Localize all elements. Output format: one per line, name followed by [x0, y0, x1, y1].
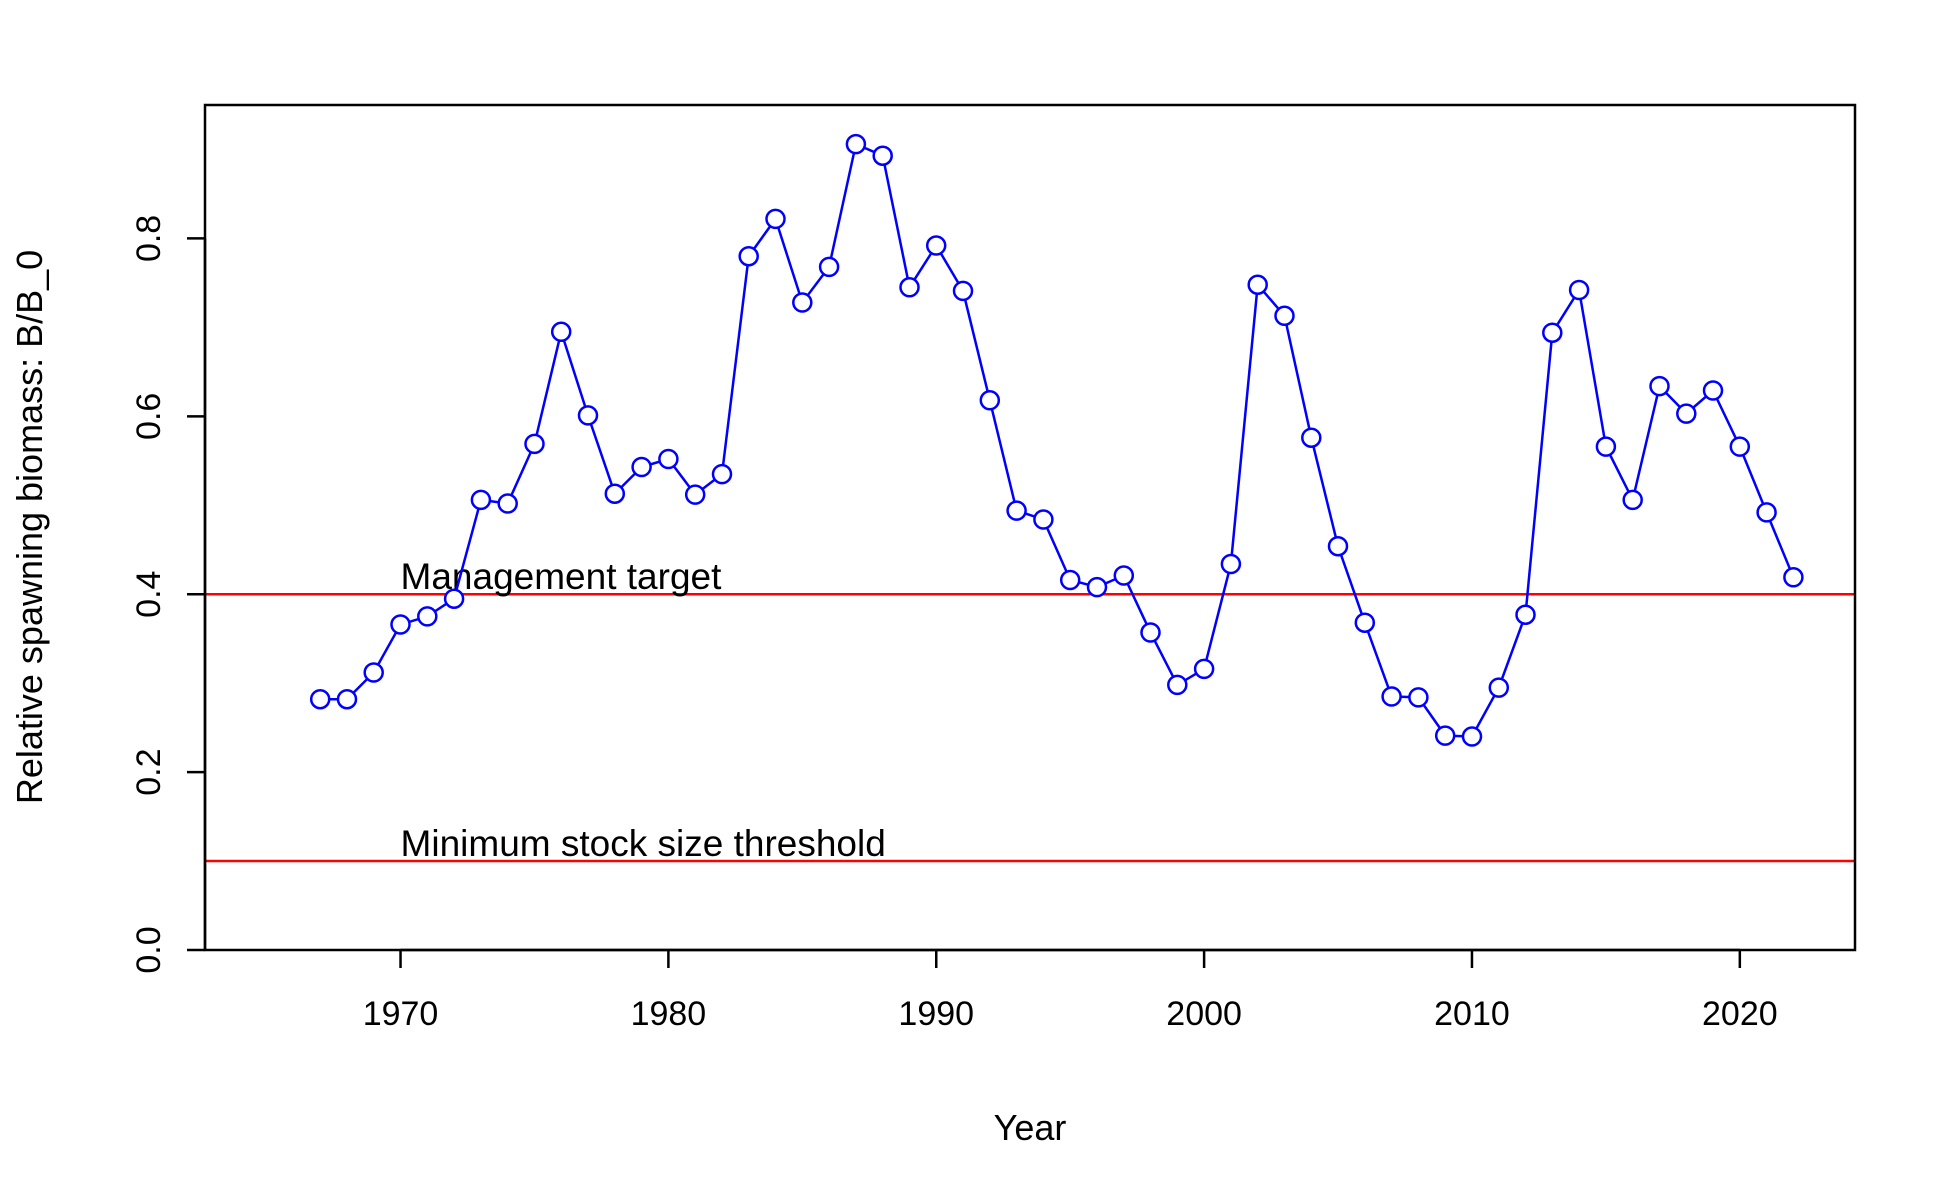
data-point — [1354, 612, 1376, 633]
data-point — [872, 145, 893, 166]
data-point — [524, 433, 545, 455]
data-point — [309, 688, 331, 710]
data-point — [417, 606, 438, 627]
data-point — [336, 688, 358, 710]
biomass-series — [309, 133, 1804, 747]
data-point — [818, 256, 840, 278]
data-point — [550, 321, 572, 343]
data-point — [979, 390, 1001, 411]
data-point — [1006, 500, 1027, 521]
x-tick-label: 2000 — [1166, 995, 1242, 1033]
series-line — [320, 142, 1795, 738]
data-point — [443, 588, 465, 609]
data-point — [631, 456, 652, 478]
data-point — [1622, 489, 1643, 511]
data-point — [1676, 403, 1697, 424]
data-point — [1756, 502, 1777, 523]
data-point — [1059, 569, 1081, 591]
y-tick-label: 0.4 — [130, 571, 168, 618]
data-point — [845, 133, 867, 155]
data-point — [925, 235, 947, 256]
data-point — [1113, 565, 1135, 586]
data-point — [1220, 553, 1242, 575]
data-point — [497, 493, 518, 514]
reference-line-label: Minimum stock size threshold — [401, 823, 886, 864]
data-point — [1461, 726, 1483, 747]
data-point — [1595, 436, 1617, 457]
x-tick-label: 1980 — [631, 995, 707, 1033]
data-point — [1381, 686, 1402, 707]
x-axis-title: Year — [994, 1107, 1067, 1148]
data-point — [899, 277, 920, 298]
data-point — [1140, 622, 1161, 643]
data-point — [363, 662, 384, 683]
data-point — [1568, 279, 1590, 301]
x-tick-label: 1970 — [363, 995, 439, 1033]
y-axis-title: Relative spawning biomass: B/B_0 — [9, 250, 50, 804]
data-point — [1702, 380, 1724, 401]
data-point — [1434, 725, 1456, 746]
data-point — [1542, 322, 1563, 343]
data-point — [658, 448, 679, 470]
data-point — [1515, 604, 1536, 625]
data-point — [1193, 658, 1215, 680]
data-point — [390, 614, 411, 635]
x-axis: 1970 1980 1990 2000 2010 2020 — [363, 948, 1778, 1033]
data-point — [1783, 567, 1804, 588]
data-point — [1033, 509, 1054, 530]
y-axis: 0.0 0.2 0.4 0.6 0.8 — [130, 215, 207, 974]
data-point — [1408, 687, 1429, 708]
data-point — [1729, 436, 1751, 457]
data-point — [1327, 535, 1349, 557]
data-point — [1649, 375, 1670, 397]
y-tick-label: 0.0 — [130, 926, 168, 973]
y-tick-label: 0.8 — [130, 215, 168, 262]
data-point — [738, 245, 759, 267]
data-point — [1167, 674, 1188, 696]
y-tick-label: 0.6 — [130, 393, 168, 440]
data-point — [1301, 427, 1322, 448]
data-point — [577, 405, 599, 426]
x-tick-label: 2010 — [1434, 995, 1510, 1033]
data-point — [952, 280, 974, 302]
data-point — [604, 483, 626, 504]
data-point — [1274, 305, 1295, 327]
data-point — [711, 463, 733, 485]
x-tick-label: 1990 — [898, 995, 974, 1033]
y-tick-label: 0.2 — [130, 748, 168, 795]
data-point — [1488, 677, 1510, 698]
data-point — [792, 292, 813, 313]
data-point — [1086, 576, 1108, 598]
data-point — [765, 208, 786, 230]
x-tick-label: 2020 — [1702, 995, 1778, 1033]
data-point — [1247, 274, 1268, 295]
data-point — [684, 484, 706, 505]
data-point — [470, 489, 492, 511]
